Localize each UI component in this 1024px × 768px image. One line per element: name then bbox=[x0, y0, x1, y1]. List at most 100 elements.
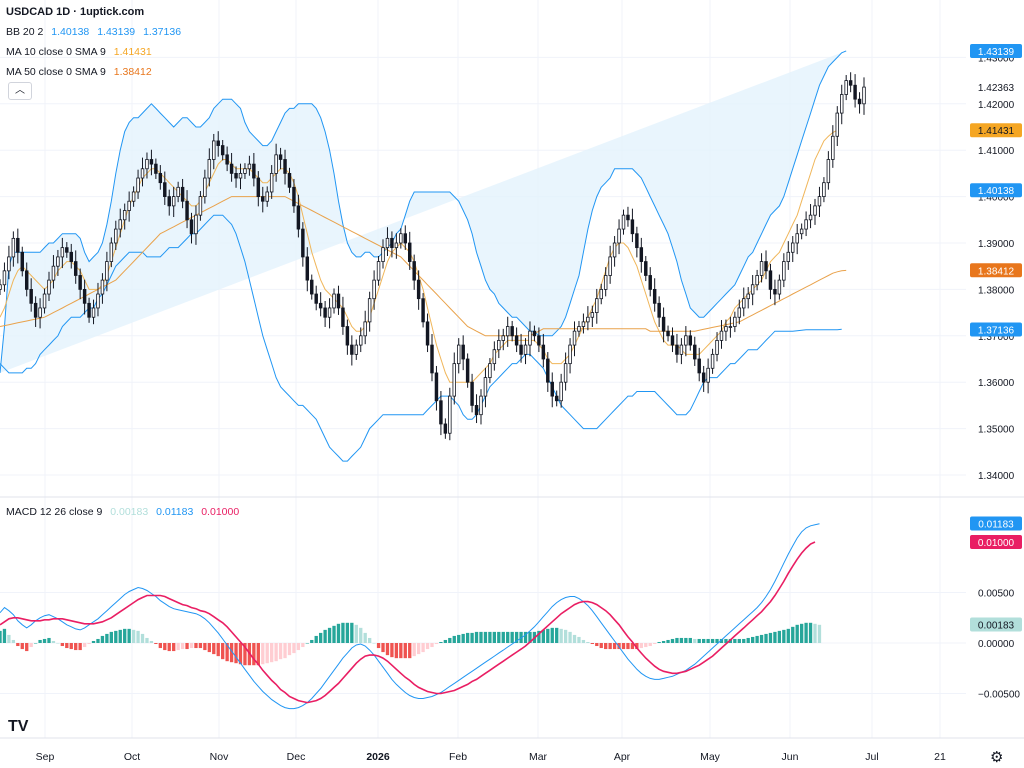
candle-body bbox=[265, 191, 269, 202]
candle-body bbox=[670, 335, 675, 346]
tradingview-logo[interactable]: TV bbox=[8, 718, 29, 735]
candle-body bbox=[470, 381, 474, 406]
macd-hist-bar bbox=[599, 643, 603, 649]
macd-hist-bar bbox=[653, 643, 657, 645]
macd-hist-bar bbox=[394, 643, 399, 659]
macd-hist-bar bbox=[140, 633, 145, 643]
macd-tick-label: 0.00500 bbox=[978, 589, 1015, 600]
macd-hist-bar bbox=[559, 628, 563, 643]
macd-line-badge-text: 0.01183 bbox=[978, 520, 1014, 531]
collapse-legend-button[interactable]: ︿ bbox=[8, 82, 32, 100]
candle bbox=[563, 352, 568, 391]
macd-hist-bar bbox=[131, 629, 136, 643]
candle bbox=[252, 152, 256, 187]
macd-hist-bar bbox=[666, 639, 670, 643]
macd-hist-bar bbox=[808, 622, 813, 643]
candle bbox=[7, 245, 11, 280]
gear-icon[interactable]: ⚙ bbox=[990, 749, 1004, 766]
bb-lower-badge-text: 1.37136 bbox=[978, 325, 1015, 336]
macd-hist-bar bbox=[577, 636, 581, 643]
candle-body bbox=[813, 205, 817, 216]
macd-hist-bar bbox=[710, 638, 715, 643]
candle-body bbox=[11, 237, 16, 258]
bb-basis-badge: 1.40138 bbox=[970, 183, 1022, 198]
candle bbox=[243, 163, 247, 179]
candle bbox=[483, 367, 488, 408]
candle-body bbox=[60, 247, 65, 258]
candle bbox=[724, 319, 728, 341]
macd-hist-bar bbox=[261, 643, 265, 665]
bb-lower-value: 1.37136 bbox=[143, 26, 182, 38]
candle-body bbox=[323, 307, 327, 318]
candle bbox=[47, 271, 51, 301]
candle-body bbox=[127, 200, 131, 211]
candle-body bbox=[56, 256, 60, 267]
candle-body bbox=[514, 335, 519, 346]
candle-body bbox=[16, 237, 20, 253]
macd-hist-bar bbox=[221, 643, 225, 660]
candle bbox=[87, 297, 91, 323]
candle-body bbox=[154, 163, 158, 174]
candle-body bbox=[639, 247, 644, 262]
candle bbox=[550, 372, 554, 408]
macd-line-badge: 0.01183 bbox=[970, 516, 1022, 531]
candle-body bbox=[421, 298, 425, 323]
macd-hist-bar bbox=[684, 637, 688, 643]
candle-body bbox=[742, 298, 746, 309]
macd-hist-bar bbox=[47, 637, 51, 643]
candle-body bbox=[180, 186, 185, 202]
ma10-legend[interactable]: MA 10 close 0 SMA 9 1.41431 bbox=[6, 45, 152, 59]
candle-body bbox=[434, 372, 439, 402]
macd-hist-bar bbox=[777, 630, 782, 643]
chart-title: USDCAD 1D · 1uptick.com bbox=[6, 5, 144, 19]
candle bbox=[145, 152, 149, 179]
candle-body bbox=[372, 279, 376, 300]
candle bbox=[51, 255, 56, 289]
macd-hist-bar bbox=[145, 637, 149, 643]
candle bbox=[158, 165, 163, 190]
candle bbox=[554, 390, 559, 407]
candle-body bbox=[225, 154, 229, 165]
time-tick-label: Jul bbox=[865, 751, 878, 763]
macd-hist-bar bbox=[172, 643, 176, 652]
candle-body bbox=[363, 321, 367, 337]
candle-body bbox=[617, 228, 621, 244]
ma10-badge-text: 1.41431 bbox=[978, 126, 1015, 137]
candle bbox=[376, 255, 381, 286]
candle-body bbox=[497, 340, 501, 351]
macd-hist-bar bbox=[154, 643, 158, 645]
macd-hist-bar bbox=[746, 637, 750, 643]
macd-hist-bar bbox=[363, 632, 367, 643]
macd-hist-bar bbox=[194, 643, 198, 649]
candle-body bbox=[862, 86, 866, 105]
candle-body bbox=[510, 326, 514, 337]
candle bbox=[33, 296, 38, 327]
candle bbox=[416, 270, 421, 310]
candle bbox=[29, 278, 33, 312]
candle bbox=[225, 146, 229, 172]
candle bbox=[176, 181, 180, 203]
candle bbox=[278, 147, 283, 170]
candle bbox=[434, 365, 439, 411]
candle bbox=[42, 288, 47, 314]
macd-hist-bar bbox=[439, 641, 443, 643]
candle bbox=[24, 262, 29, 297]
candle-body bbox=[234, 172, 238, 179]
macd-signal-badge: 0.01000 bbox=[970, 535, 1022, 549]
candle bbox=[336, 285, 341, 315]
candle-body bbox=[220, 145, 225, 156]
macd-hist-bar bbox=[510, 631, 514, 643]
bb-basis-badge-text: 1.40138 bbox=[978, 186, 1015, 197]
bb-label: BB 20 2 bbox=[6, 26, 44, 38]
macd-hist-bar bbox=[11, 639, 16, 643]
candle-body bbox=[688, 335, 693, 346]
candle bbox=[630, 208, 635, 243]
macd-legend[interactable]: MACD 12 26 close 9 0.00183 0.01183 0.010… bbox=[6, 505, 239, 519]
macd-hist-bar bbox=[51, 640, 56, 643]
macd-hist-bar bbox=[314, 635, 318, 643]
candle bbox=[844, 75, 848, 101]
candle bbox=[835, 106, 840, 147]
bb-legend[interactable]: BB 20 2 1.40138 1.43139 1.37136 bbox=[6, 25, 181, 39]
ma50-legend[interactable]: MA 50 close 0 SMA 9 1.38412 bbox=[6, 65, 152, 79]
